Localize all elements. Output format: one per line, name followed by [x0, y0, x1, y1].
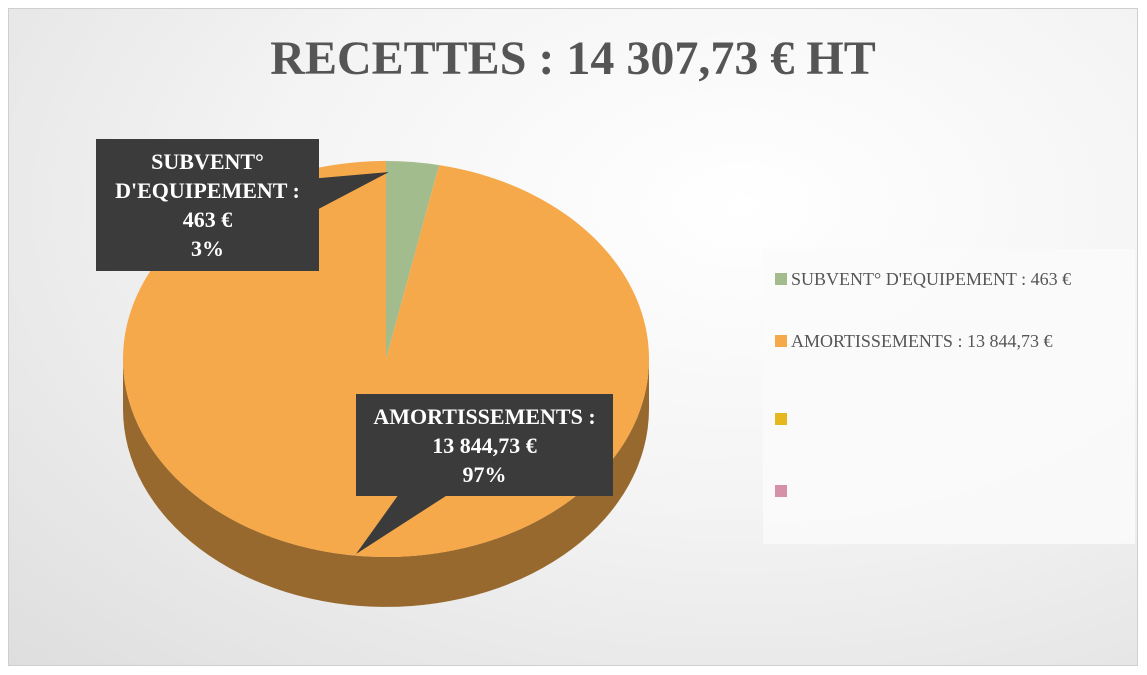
legend: SUBVENT° D'EQUIPEMENT : 463 € AMORTISSEME…	[763, 249, 1135, 544]
legend-entry	[775, 407, 1130, 432]
legend-entry	[775, 479, 1130, 504]
legend-entry: AMORTISSEMENTS : 13 844,73 €	[775, 329, 1130, 354]
legend-swatch	[775, 335, 787, 347]
data-label-value: 97%	[462, 462, 507, 487]
chart-title: RECETTES : 14 307,73 € HT	[270, 32, 876, 85]
pie-slice	[386, 161, 440, 359]
legend-swatch	[775, 273, 787, 285]
legend-entry: SUBVENT° D'EQUIPEMENT : 463 €	[775, 267, 1130, 292]
legend-label: AMORTISSEMENTS : 13 844,73 €	[791, 331, 1053, 351]
callout-pointer	[356, 494, 449, 554]
legend-swatch	[775, 413, 787, 425]
data-label-category: AMORTISSEMENTS : 13 844,73 €	[373, 404, 596, 458]
chart: RECETTES : 14 307,73 € HT SUBVENT° D'EQU…	[8, 8, 1138, 666]
pie-slice-side	[123, 359, 649, 607]
data-label-category: SUBVENT° D'EQUIPEMENT : 463 €	[115, 149, 300, 232]
legend-label: SUBVENT° D'EQUIPEMENT : 463 €	[791, 269, 1072, 289]
data-label: SUBVENT° D'EQUIPEMENT : 463 € 3%	[96, 139, 319, 271]
data-label-value: 3%	[191, 236, 224, 261]
callout-pointer	[309, 172, 389, 214]
data-label: AMORTISSEMENTS : 13 844,73 € 97%	[356, 394, 613, 496]
legend-swatch	[775, 485, 787, 497]
